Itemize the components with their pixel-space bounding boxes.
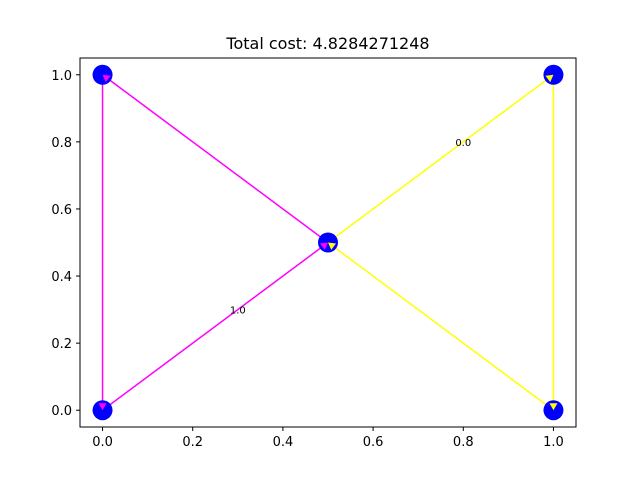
- edge-arrowhead: [328, 242, 337, 250]
- edge-arrowhead: [549, 403, 558, 411]
- y-tick-label: 0.0: [51, 404, 72, 419]
- chart-title: Total cost: 4.8284271248: [225, 34, 429, 53]
- edge-label: 1.0: [230, 306, 246, 317]
- y-tick-label: 0.6: [51, 203, 72, 218]
- edge-arrowhead: [98, 403, 107, 411]
- x-tick-label: 0.6: [363, 435, 384, 450]
- edge-arrowhead: [545, 74, 554, 83]
- edge-arrowhead: [102, 74, 111, 83]
- edge-arrowhead: [319, 242, 328, 250]
- y-tick-label: 0.8: [51, 136, 72, 151]
- y-tick-label: 0.2: [51, 337, 72, 352]
- x-tick-label: 0.2: [182, 435, 203, 450]
- x-tick-label: 1.0: [543, 435, 564, 450]
- x-tick-label: 0.8: [453, 435, 474, 450]
- edge-line: [102, 241, 329, 411]
- edge-line: [327, 74, 554, 244]
- edge-line: [102, 74, 329, 244]
- plot-area: 1.0 0.0 0.0 0.2 0.4 0.6 0.8 1.0 0.0 0.2 0.4 0.6 0.8 1…: [51, 57, 577, 450]
- x-tick-label: 0.0: [92, 435, 113, 450]
- edge-line: [327, 241, 554, 411]
- y-tick-label: 1.0: [51, 69, 72, 84]
- axes-frame: [79, 57, 577, 428]
- x-tick-label: 0.4: [273, 435, 294, 450]
- y-tick-label: 0.4: [51, 270, 72, 285]
- edge-label: 0.0: [455, 138, 471, 149]
